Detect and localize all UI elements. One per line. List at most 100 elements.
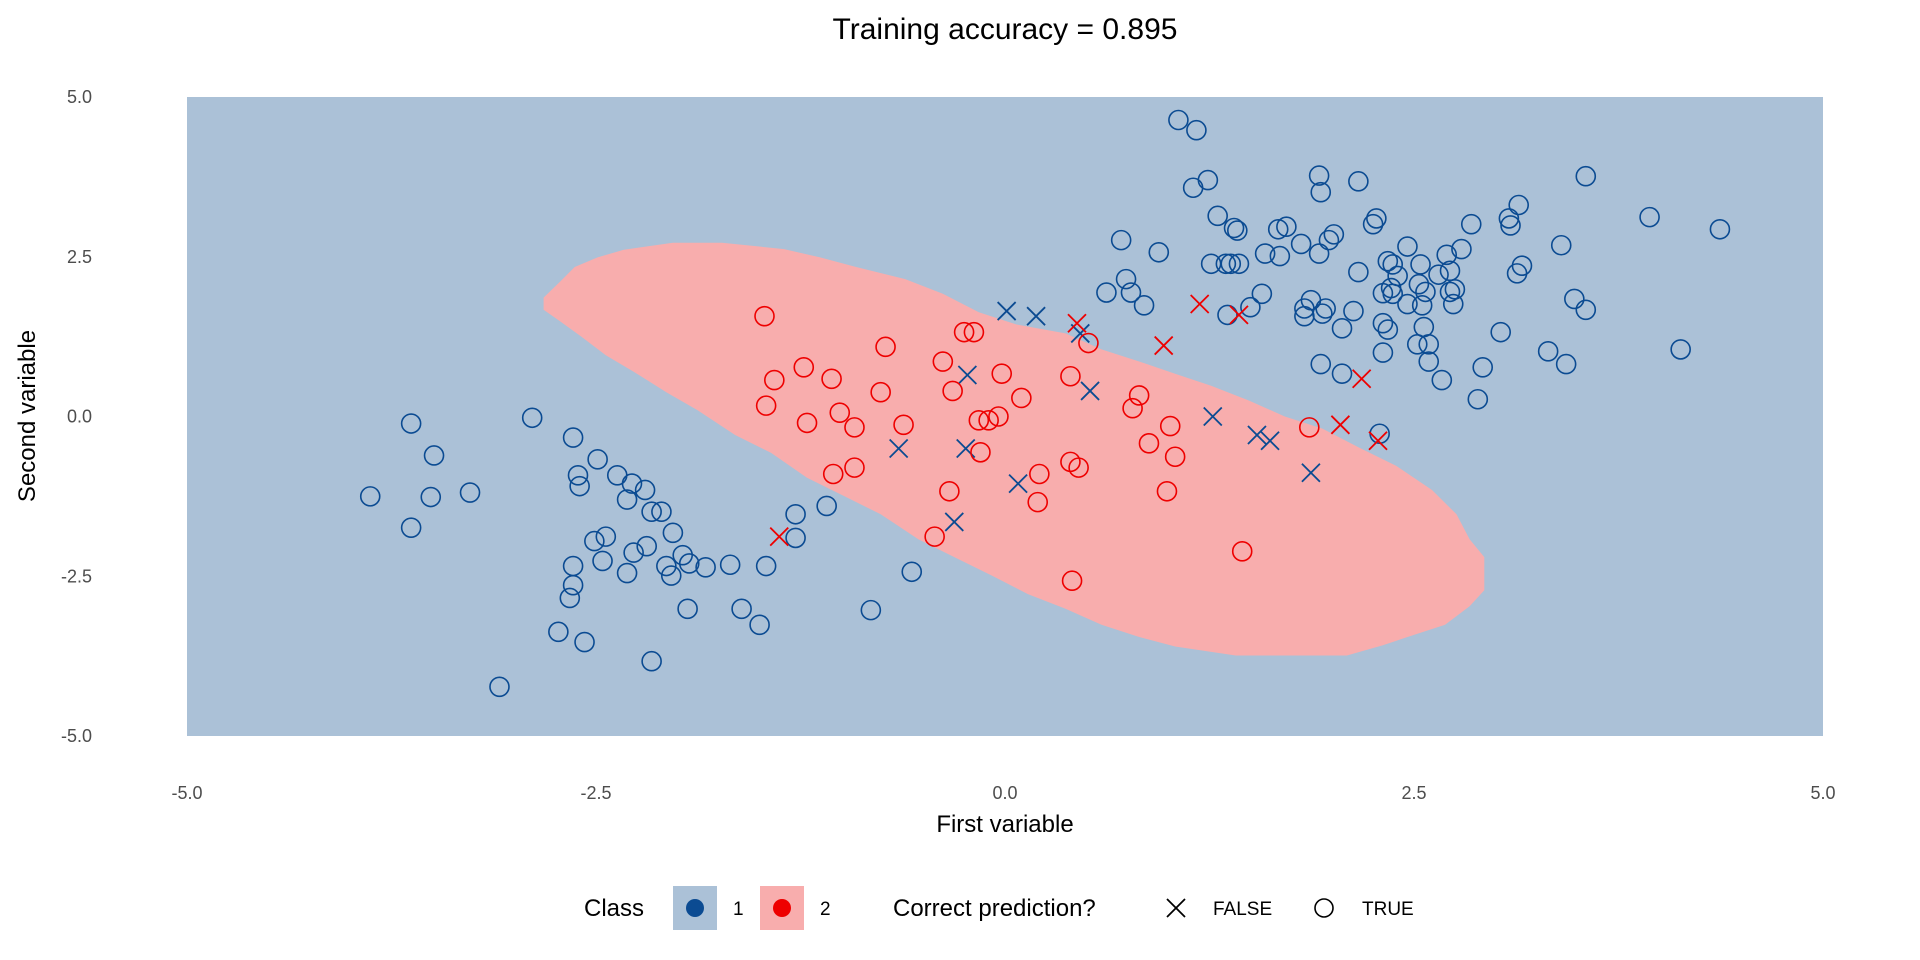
point-class-1-correct xyxy=(592,550,613,572)
point-class-1-correct xyxy=(1215,253,1237,275)
point-class-2-correct xyxy=(1138,433,1160,454)
point-class-1-correct xyxy=(656,555,677,577)
point-class-1-correct xyxy=(1575,299,1597,321)
point-class-1-correct xyxy=(1382,254,1404,275)
point-class-1-correct xyxy=(1575,165,1597,187)
point-class-2-correct xyxy=(1298,417,1320,438)
point-class-1-correct xyxy=(1439,281,1461,303)
point-class-1-correct xyxy=(1310,353,1332,375)
point-class-1-correct xyxy=(749,614,770,636)
legend-label-class-1: 1 xyxy=(733,899,744,920)
point-class-2-correct xyxy=(821,368,842,390)
point-class-1-misclassified xyxy=(1080,381,1100,401)
point-class-1-misclassified xyxy=(889,438,909,459)
point-class-1-correct xyxy=(1418,333,1440,355)
point-class-1-correct xyxy=(1362,213,1384,235)
point-class-1-correct xyxy=(1217,304,1238,326)
point-class-2-correct xyxy=(1060,365,1081,387)
point-class-1-correct xyxy=(1276,216,1297,238)
point-class-1-correct xyxy=(785,527,806,549)
point-class-2-misclassified xyxy=(1352,369,1372,389)
point-class-1-correct xyxy=(1436,244,1458,266)
point-class-1-correct xyxy=(1251,283,1273,305)
y-tick-label: 2.5 xyxy=(67,247,92,267)
x-tick-label: 2.5 xyxy=(1401,783,1426,803)
point-class-2-misclassified xyxy=(1229,305,1249,325)
point-class-1-correct xyxy=(1498,208,1520,229)
point-class-1-correct xyxy=(1500,215,1521,236)
point-class-1-misclassified xyxy=(1260,431,1280,451)
point-class-1-correct xyxy=(621,473,643,494)
point-class-2-correct xyxy=(844,457,865,478)
point-class-1-misclassified xyxy=(1301,463,1321,483)
point-class-1-correct xyxy=(1467,388,1489,410)
point-class-1-correct xyxy=(559,587,581,609)
legend-shape-title: Correct prediction? xyxy=(893,895,1096,922)
point-class-1-correct xyxy=(1431,369,1453,391)
point-class-2-correct xyxy=(755,395,777,416)
point-class-1-correct xyxy=(1418,351,1440,372)
point-class-2-correct xyxy=(963,321,985,343)
point-class-2-correct xyxy=(1029,463,1050,485)
point-class-2-correct xyxy=(932,351,954,372)
legend-class-title: Class xyxy=(584,895,644,922)
point-class-1-correct xyxy=(1331,318,1353,339)
point-class-1-correct xyxy=(1537,341,1559,362)
point-class-2-correct xyxy=(1061,570,1083,592)
point-class-2-correct xyxy=(939,480,960,502)
point-class-1-correct xyxy=(420,486,442,508)
point-class-1-correct xyxy=(1366,208,1387,229)
point-class-1-correct xyxy=(1308,243,1330,264)
point-class-1-correct xyxy=(1227,220,1248,241)
point-class-2-correct xyxy=(968,410,990,431)
point-class-1-correct xyxy=(901,561,923,583)
legend-label-true: TRUE xyxy=(1362,899,1414,920)
y-tick-label: 5.0 xyxy=(67,87,92,107)
point-class-2-correct xyxy=(844,417,865,438)
point-class-1-correct xyxy=(641,650,662,672)
x-tick-label: 0.0 xyxy=(992,783,1017,803)
point-class-2-correct xyxy=(1068,457,1089,478)
legend-label-class-2: 2 xyxy=(820,899,831,920)
point-class-1-correct xyxy=(1411,295,1433,316)
point-class-1-correct xyxy=(1207,205,1228,227)
point-class-1-correct xyxy=(660,565,682,586)
point-class-1-correct xyxy=(1428,264,1449,285)
point-class-2-correct xyxy=(1159,415,1181,437)
point-class-1-correct xyxy=(1348,171,1369,192)
point-class-1-correct xyxy=(1115,268,1137,290)
y-tick-label: 0.0 xyxy=(67,407,92,427)
point-class-1-correct xyxy=(1290,233,1312,255)
y-tick-label: -2.5 xyxy=(61,566,92,586)
point-class-1-correct xyxy=(785,503,806,525)
point-class-1-correct xyxy=(1408,273,1430,295)
point-class-2-correct xyxy=(870,381,891,403)
point-class-2-correct xyxy=(754,305,775,327)
point-class-2-correct xyxy=(764,369,785,391)
point-class-1-correct xyxy=(584,530,605,552)
decision-region-class-2 xyxy=(543,242,1485,656)
point-class-2-correct xyxy=(893,414,914,436)
point-class-2-correct xyxy=(978,410,999,431)
point-class-1-correct xyxy=(567,464,589,486)
point-class-1-correct xyxy=(1312,303,1333,324)
point-class-1-correct xyxy=(1133,295,1155,316)
point-class-1-correct xyxy=(1444,279,1466,300)
point-class-1-correct xyxy=(860,599,882,621)
point-class-1-correct xyxy=(1564,288,1585,310)
point-class-1-correct xyxy=(1223,217,1245,239)
point-class-1-correct xyxy=(1410,254,1431,275)
point-class-1-correct xyxy=(562,574,584,596)
point-class-2-correct xyxy=(953,321,975,343)
point-class-1-correct xyxy=(755,555,777,577)
point-class-1-correct xyxy=(1228,253,1250,275)
point-class-2-correct xyxy=(1078,332,1099,354)
point-class-1-correct xyxy=(1331,363,1353,384)
point-class-1-correct xyxy=(1555,353,1577,375)
point-class-1-misclassified xyxy=(1008,473,1028,494)
point-class-1-correct xyxy=(548,621,569,643)
point-class-1-correct xyxy=(1639,206,1660,228)
point-class-2-misclassified xyxy=(1368,431,1388,451)
point-class-1-correct xyxy=(662,522,684,544)
point-class-1-correct xyxy=(459,482,481,503)
